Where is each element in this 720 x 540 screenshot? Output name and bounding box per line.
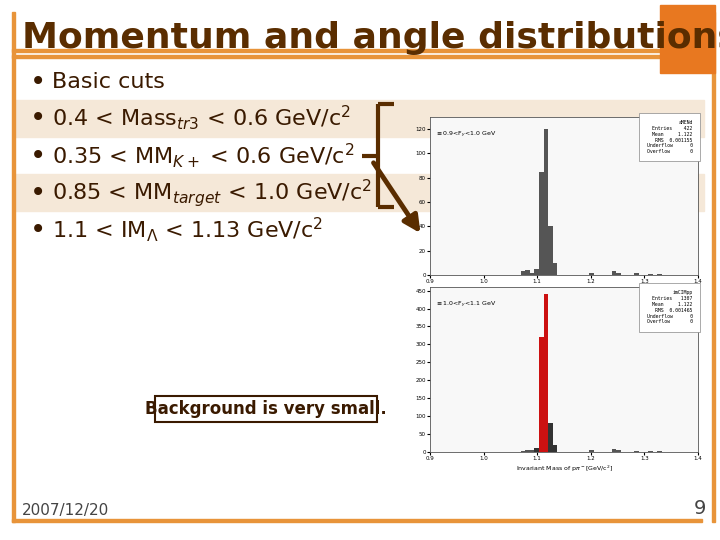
Bar — [526, 270, 530, 275]
Bar — [616, 450, 621, 452]
Text: •: • — [30, 104, 46, 132]
Bar — [634, 450, 639, 452]
Bar — [616, 273, 621, 275]
Bar — [589, 450, 593, 452]
Text: 2007/12/20: 2007/12/20 — [22, 503, 109, 518]
Bar — [544, 294, 548, 452]
Bar — [657, 451, 662, 452]
Bar — [660, 5, 715, 73]
Text: $\equiv$0.9<F$_y$<1.0 GeV: $\equiv$0.9<F$_y$<1.0 GeV — [436, 130, 497, 140]
Bar — [534, 448, 539, 452]
Bar — [712, 12, 715, 522]
Bar — [534, 269, 539, 275]
X-axis label: Invariant Mass of p$\pi^-$[GeV/c$^2$]: Invariant Mass of p$\pi^-$[GeV/c$^2$] — [516, 464, 613, 474]
Bar — [530, 450, 534, 452]
Text: 1.1 < IM$_{\Lambda}$ < 1.13 GeV/c$^2$: 1.1 < IM$_{\Lambda}$ < 1.13 GeV/c$^2$ — [52, 215, 323, 245]
Bar — [12, 49, 708, 52]
Bar — [521, 450, 526, 452]
Bar — [648, 451, 652, 452]
Bar — [589, 273, 593, 275]
Text: $\equiv$1.0<F$_y$<1.1 GeV: $\equiv$1.0<F$_y$<1.1 GeV — [436, 300, 497, 310]
Text: 9: 9 — [693, 499, 706, 518]
Text: •: • — [30, 216, 46, 244]
Bar — [548, 423, 553, 452]
Bar — [539, 337, 544, 452]
Text: 0.85 < MM$_{target}$ < 1.0 GeV/c$^2$: 0.85 < MM$_{target}$ < 1.0 GeV/c$^2$ — [52, 177, 372, 209]
Bar — [539, 172, 544, 275]
Bar — [612, 449, 616, 452]
Bar — [526, 450, 530, 452]
Bar — [521, 272, 526, 275]
Bar — [657, 274, 662, 275]
Bar — [530, 273, 534, 275]
Bar — [155, 396, 377, 422]
Bar — [544, 129, 548, 275]
X-axis label: Invariant Mass of p$\pi^-$[GeV/c$^2$]: Invariant Mass of p$\pi^-$[GeV/c$^2$] — [516, 287, 613, 297]
Text: Basic cuts: Basic cuts — [52, 72, 165, 92]
Bar — [14, 174, 704, 211]
Text: •: • — [30, 179, 46, 207]
Text: Momentum and angle distributions: Momentum and angle distributions — [22, 21, 720, 55]
Bar — [14, 100, 704, 137]
Bar — [612, 272, 616, 275]
Bar — [12, 12, 15, 522]
Text: aMENd
Entries    422
Mean     1.122
RMS  0.001155
Underflow      0
Overflow     : aMENd Entries 422 Mean 1.122 RMS 0.00115… — [647, 120, 693, 154]
Bar — [634, 273, 639, 275]
Text: •: • — [30, 68, 46, 96]
Text: imCIMpp
Entries   1307
Mean     1.122
RMS  0.001465
Underflow      0
Overflow   : imCIMpp Entries 1307 Mean 1.122 RMS 0.00… — [647, 291, 693, 325]
Text: 0.4 < Mass$_{tr3}$ < 0.6 GeV/c$^2$: 0.4 < Mass$_{tr3}$ < 0.6 GeV/c$^2$ — [52, 104, 351, 132]
Text: 0.35 < MM$_{K+}$ < 0.6 GeV/c$^2$: 0.35 < MM$_{K+}$ < 0.6 GeV/c$^2$ — [52, 141, 354, 171]
Bar — [12, 519, 702, 522]
Text: Background is very small.: Background is very small. — [145, 400, 387, 418]
Bar — [553, 445, 557, 452]
Text: •: • — [30, 142, 46, 170]
Bar — [548, 226, 553, 275]
Bar — [648, 274, 652, 275]
Bar — [553, 263, 557, 275]
Bar — [12, 55, 708, 58]
